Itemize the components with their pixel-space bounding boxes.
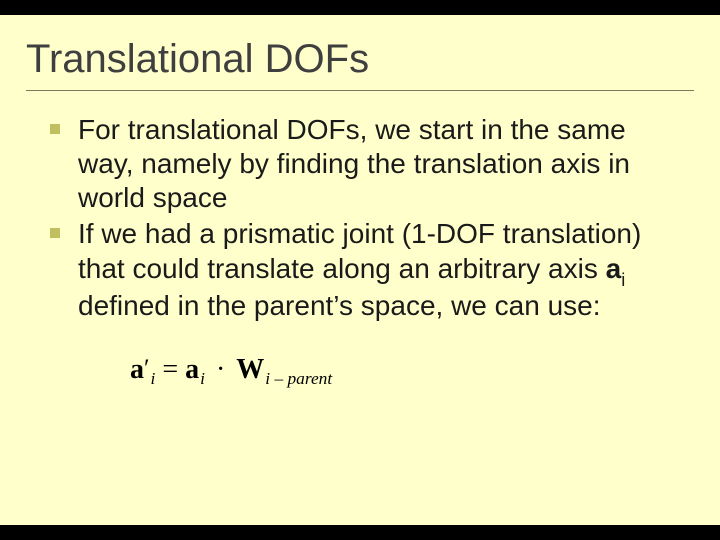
- formula-eq: =: [155, 354, 185, 385]
- bullet-text: If we had a prismatic joint (1-DOF trans…: [78, 217, 686, 323]
- formula-lhs-prime: ′: [144, 355, 150, 382]
- slide: Translational DOFs For translational DOF…: [0, 15, 720, 525]
- formula-rhs2-var: W: [236, 354, 264, 385]
- bullet-var-sub: i: [621, 270, 625, 290]
- bullet-text: For translational DOFs, we start in the …: [78, 113, 686, 215]
- formula-rhs1-sub: i: [200, 369, 205, 388]
- bullet-text-post: defined in the parent’s space, we can us…: [78, 290, 601, 321]
- slide-title: Translational DOFs: [26, 37, 694, 82]
- formula-dot: ·: [205, 354, 236, 385]
- formula: a′i = ai · Wi – parent: [130, 354, 332, 385]
- formula-rhs2-sub: i – parent: [265, 369, 332, 388]
- bullet-text-pre: If we had a prismatic joint (1-DOF trans…: [78, 218, 641, 283]
- square-bullet-icon: [50, 124, 60, 134]
- title-divider: [26, 90, 694, 91]
- bullet-text-span: For translational DOFs, we start in the …: [78, 114, 630, 213]
- slide-content: For translational DOFs, we start in the …: [26, 113, 694, 386]
- formula-block: a′i = ai · Wi – parent: [50, 354, 686, 386]
- formula-rhs1-var: a: [185, 354, 199, 385]
- formula-lhs-var: a: [130, 354, 144, 385]
- bullet-var-bold: a: [606, 253, 622, 284]
- bullet-item: For translational DOFs, we start in the …: [50, 113, 686, 215]
- formula-lhs-sub: i: [151, 369, 156, 388]
- square-bullet-icon: [50, 228, 60, 238]
- bullet-item: If we had a prismatic joint (1-DOF trans…: [50, 217, 686, 323]
